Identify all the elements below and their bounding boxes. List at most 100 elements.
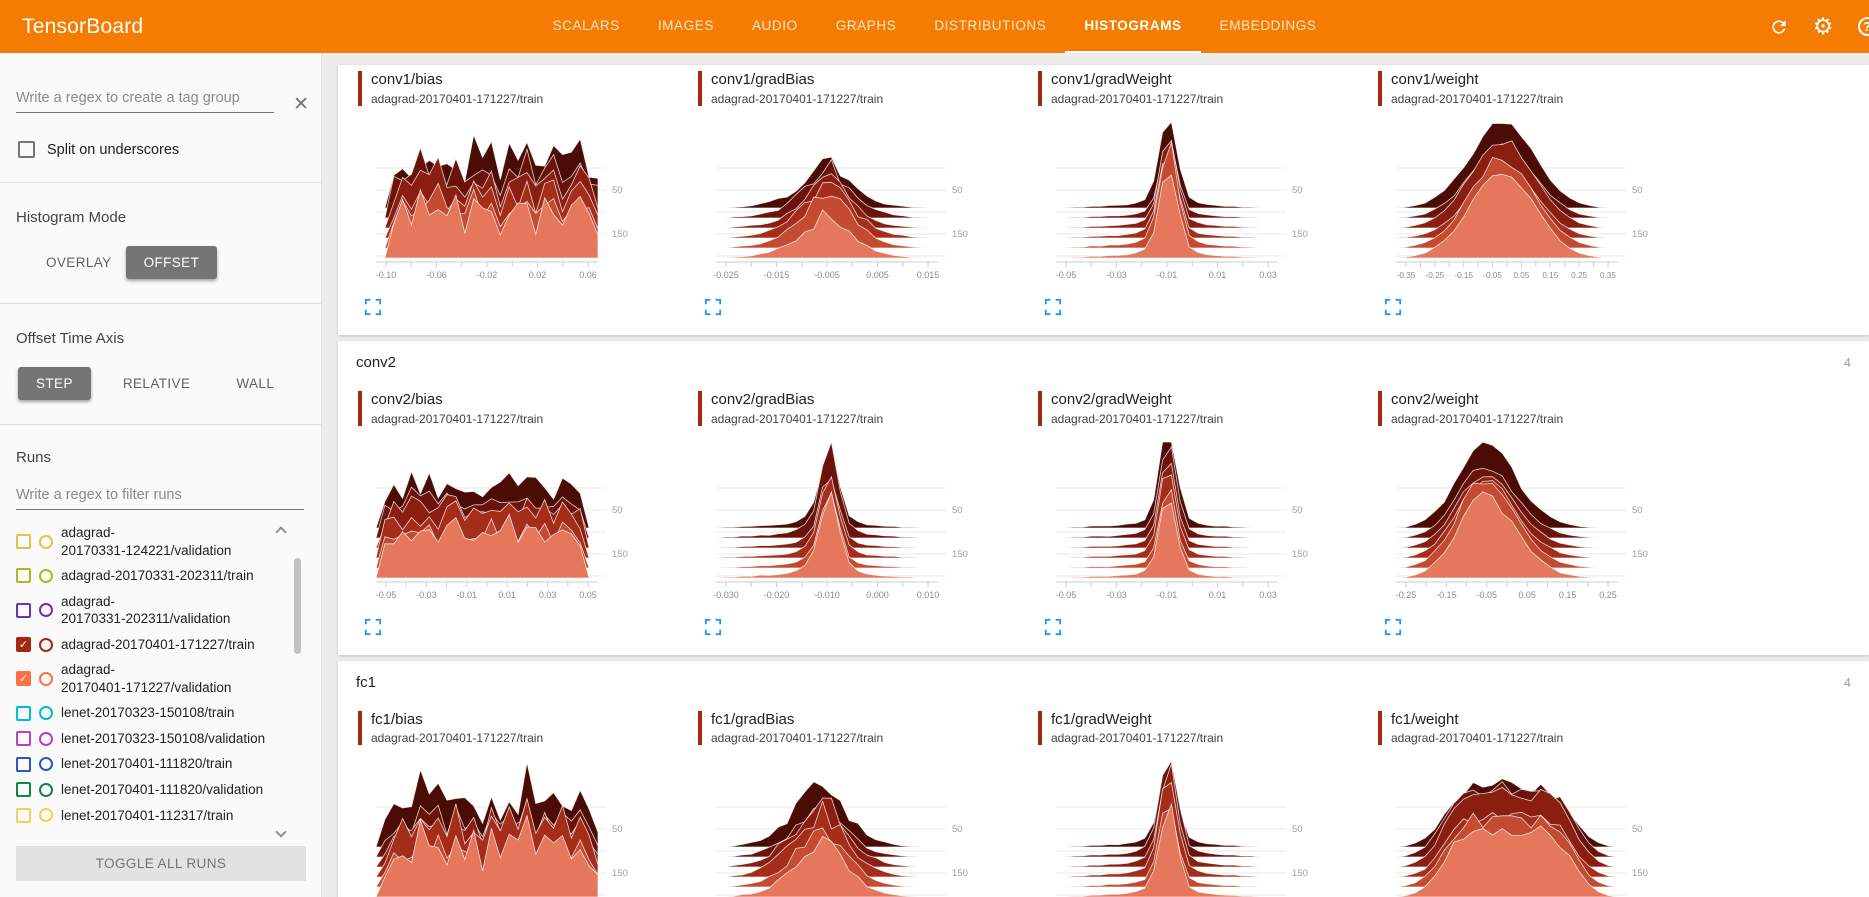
card-title: conv1/gradWeight <box>1051 71 1172 88</box>
histogram-chart[interactable]: 50 150 -0.25 -0.15 -0.05 0.05 0.15 0.25 <box>1378 440 1678 612</box>
svg-text:50: 50 <box>1632 185 1643 196</box>
run-checkbox[interactable] <box>16 731 31 747</box>
scroll-down-icon[interactable] <box>275 826 287 838</box>
run-checkbox[interactable] <box>16 534 31 550</box>
tab-histograms[interactable]: HISTOGRAMS <box>1065 0 1201 53</box>
histogram-chart[interactable]: 50 150 <box>358 759 658 897</box>
cards-row: conv1/bias adagrad-20170401-171227/train 5… <box>338 65 1869 335</box>
run-color-bar <box>698 390 702 426</box>
runs-list: adagrad- 20170331-124221/validation adagra… <box>16 520 305 842</box>
histogram-chart[interactable]: 50 150 -0.05 -0.03 -0.01 0.01 0.03 <box>1038 440 1338 612</box>
help-icon[interactable]: ? <box>1856 16 1869 38</box>
run-color-bar <box>358 390 362 426</box>
tab-distributions[interactable]: DISTRIBUTIONS <box>934 18 1047 33</box>
overlay-button[interactable]: OVERLAY <box>32 246 126 279</box>
card-title: conv1/bias <box>371 71 443 88</box>
run-checkbox[interactable]: ✓ <box>16 637 31 652</box>
svg-text:0.03: 0.03 <box>1259 590 1277 600</box>
expand-icon[interactable] <box>704 298 722 316</box>
card-header: conv2/gradWeight adagrad-20170401-171227/… <box>1038 390 1378 426</box>
card-run-name: adagrad-20170401-171227/train <box>1391 731 1564 746</box>
run-row[interactable]: lenet-20170401-111820/train <box>16 751 271 777</box>
tab-images[interactable]: IMAGES <box>657 18 714 33</box>
histogram-chart[interactable]: 50 150 -0.35 -0.25 -0.15 -0.05 0.05 0.15 0.25 0.3… <box>1378 120 1678 292</box>
cards-row: fc1/bias adagrad-20170401-171227/train 50 1… <box>338 705 1869 897</box>
wall-button[interactable]: WALL <box>222 367 288 400</box>
svg-text:-0.35: -0.35 <box>1397 271 1416 280</box>
histogram-chart[interactable]: 50 150 -0.05 -0.03 -0.01 0.01 0.03 0.05 <box>358 440 658 612</box>
run-checkbox[interactable]: ✓ <box>16 671 31 687</box>
section-name: conv2 <box>356 354 397 372</box>
svg-text:150: 150 <box>1632 868 1648 879</box>
svg-text:0.15: 0.15 <box>1542 271 1558 280</box>
run-checkbox[interactable] <box>16 568 31 584</box>
run-row[interactable]: adagrad-20170331-202311/train <box>16 563 271 589</box>
tab-graphs[interactable]: GRAPHS <box>835 18 897 33</box>
run-row[interactable]: lenet-20170323-150108/validation <box>16 726 271 752</box>
refresh-icon[interactable] <box>1768 16 1790 38</box>
card-header: fc1/bias adagrad-20170401-171227/train <box>358 710 698 746</box>
svg-text:-0.010: -0.010 <box>814 590 840 600</box>
split-underscores-checkbox[interactable]: Split on underscores <box>18 141 305 158</box>
expand-icon[interactable] <box>1044 618 1062 636</box>
runs-filter-input[interactable] <box>16 484 304 510</box>
histogram-card: fc1/bias adagrad-20170401-171227/train 50 1… <box>358 710 698 897</box>
histogram-chart[interactable]: 50 150 -0.05 -0.03 -0.01 0.01 0.03 <box>1038 120 1338 292</box>
run-row[interactable]: lenet-20170401-111820/validation <box>16 777 271 803</box>
section-header-conv2[interactable]: conv2 4 <box>338 341 1869 385</box>
card-header: fc1/gradWeight adagrad-20170401-171227/tr… <box>1038 710 1378 746</box>
svg-text:150: 150 <box>952 868 968 879</box>
run-row[interactable]: ✓ adagrad- 20170401-171227/validation <box>16 657 271 700</box>
offset-button[interactable]: OFFSET <box>125 246 218 279</box>
histogram-chart[interactable]: 50 150 -0.030 -0.020 -0.010 0.000 0.010 <box>698 439 998 612</box>
card-header: conv2/weight adagrad-20170401-171227/trai… <box>1378 390 1718 426</box>
relative-button[interactable]: RELATIVE <box>109 367 204 400</box>
histogram-chart[interactable]: 50 150 -0.025 -0.015 -0.005 0.005 0.015 <box>698 120 998 292</box>
section-header-fc1[interactable]: fc1 4 <box>338 661 1869 705</box>
run-row[interactable]: adagrad- 20170331-124221/validation <box>16 520 271 563</box>
svg-text:0.03: 0.03 <box>1259 270 1277 280</box>
logdir-path: /tmp/bigdl_summaries <box>16 895 305 897</box>
run-color-bar <box>698 710 702 746</box>
expand-icon[interactable] <box>1044 298 1062 316</box>
histogram-card: conv1/bias adagrad-20170401-171227/train 5… <box>358 71 698 321</box>
histogram-chart[interactable]: 50 150 -0.10 -0.06 -0.02 0.02 0.06 <box>358 120 658 292</box>
expand-icon[interactable] <box>1384 618 1402 636</box>
expand-icon[interactable] <box>704 618 722 636</box>
close-icon[interactable]: ✕ <box>293 94 309 115</box>
expand-icon[interactable] <box>364 618 382 636</box>
tab-audio[interactable]: AUDIO <box>751 18 798 33</box>
runs-scrollbar-thumb[interactable] <box>294 558 301 654</box>
svg-text:-0.10: -0.10 <box>376 270 397 280</box>
run-checkbox[interactable] <box>16 602 31 618</box>
run-row[interactable]: adagrad- 20170331-202311/validation <box>16 589 271 632</box>
tab-embeddings[interactable]: EMBEDDINGS <box>1219 18 1317 33</box>
svg-text:50: 50 <box>952 824 963 835</box>
expand-icon[interactable] <box>364 298 382 316</box>
run-checkbox[interactable] <box>16 782 31 798</box>
run-color-bar <box>1038 71 1042 106</box>
step-button[interactable]: STEP <box>18 367 91 400</box>
toggle-all-runs-button[interactable]: TOGGLE ALL RUNS <box>16 846 306 881</box>
run-checkbox[interactable] <box>16 807 31 823</box>
tag-filter-input[interactable] <box>16 87 274 113</box>
tab-scalars[interactable]: SCALARS <box>552 18 620 33</box>
svg-text:50: 50 <box>1292 824 1303 835</box>
run-label: lenet-20170401-112317/train <box>61 807 234 823</box>
run-checkbox[interactable] <box>16 756 31 772</box>
svg-text:150: 150 <box>1632 549 1648 560</box>
run-label: lenet-20170401-111820/train <box>61 756 233 772</box>
run-checkbox[interactable] <box>16 705 31 721</box>
expand-icon[interactable] <box>1384 298 1402 316</box>
svg-text:150: 150 <box>612 229 628 240</box>
scroll-up-icon[interactable] <box>275 526 287 538</box>
histogram-chart[interactable]: 50 150 <box>1038 759 1338 897</box>
run-row[interactable]: lenet-20170323-150108/train <box>16 700 271 726</box>
run-row[interactable]: ✓ adagrad-20170401-171227/train <box>16 632 271 658</box>
run-row[interactable]: lenet-20170401-112317/train <box>16 803 271 829</box>
settings-gear-icon[interactable]: ⚙ <box>1812 13 1834 39</box>
histogram-chart[interactable]: 50 150 <box>698 759 998 897</box>
app-title: TensorBoard <box>22 14 144 38</box>
svg-text:0.010: 0.010 <box>917 590 940 600</box>
histogram-chart[interactable]: 50 150 <box>1378 759 1678 897</box>
